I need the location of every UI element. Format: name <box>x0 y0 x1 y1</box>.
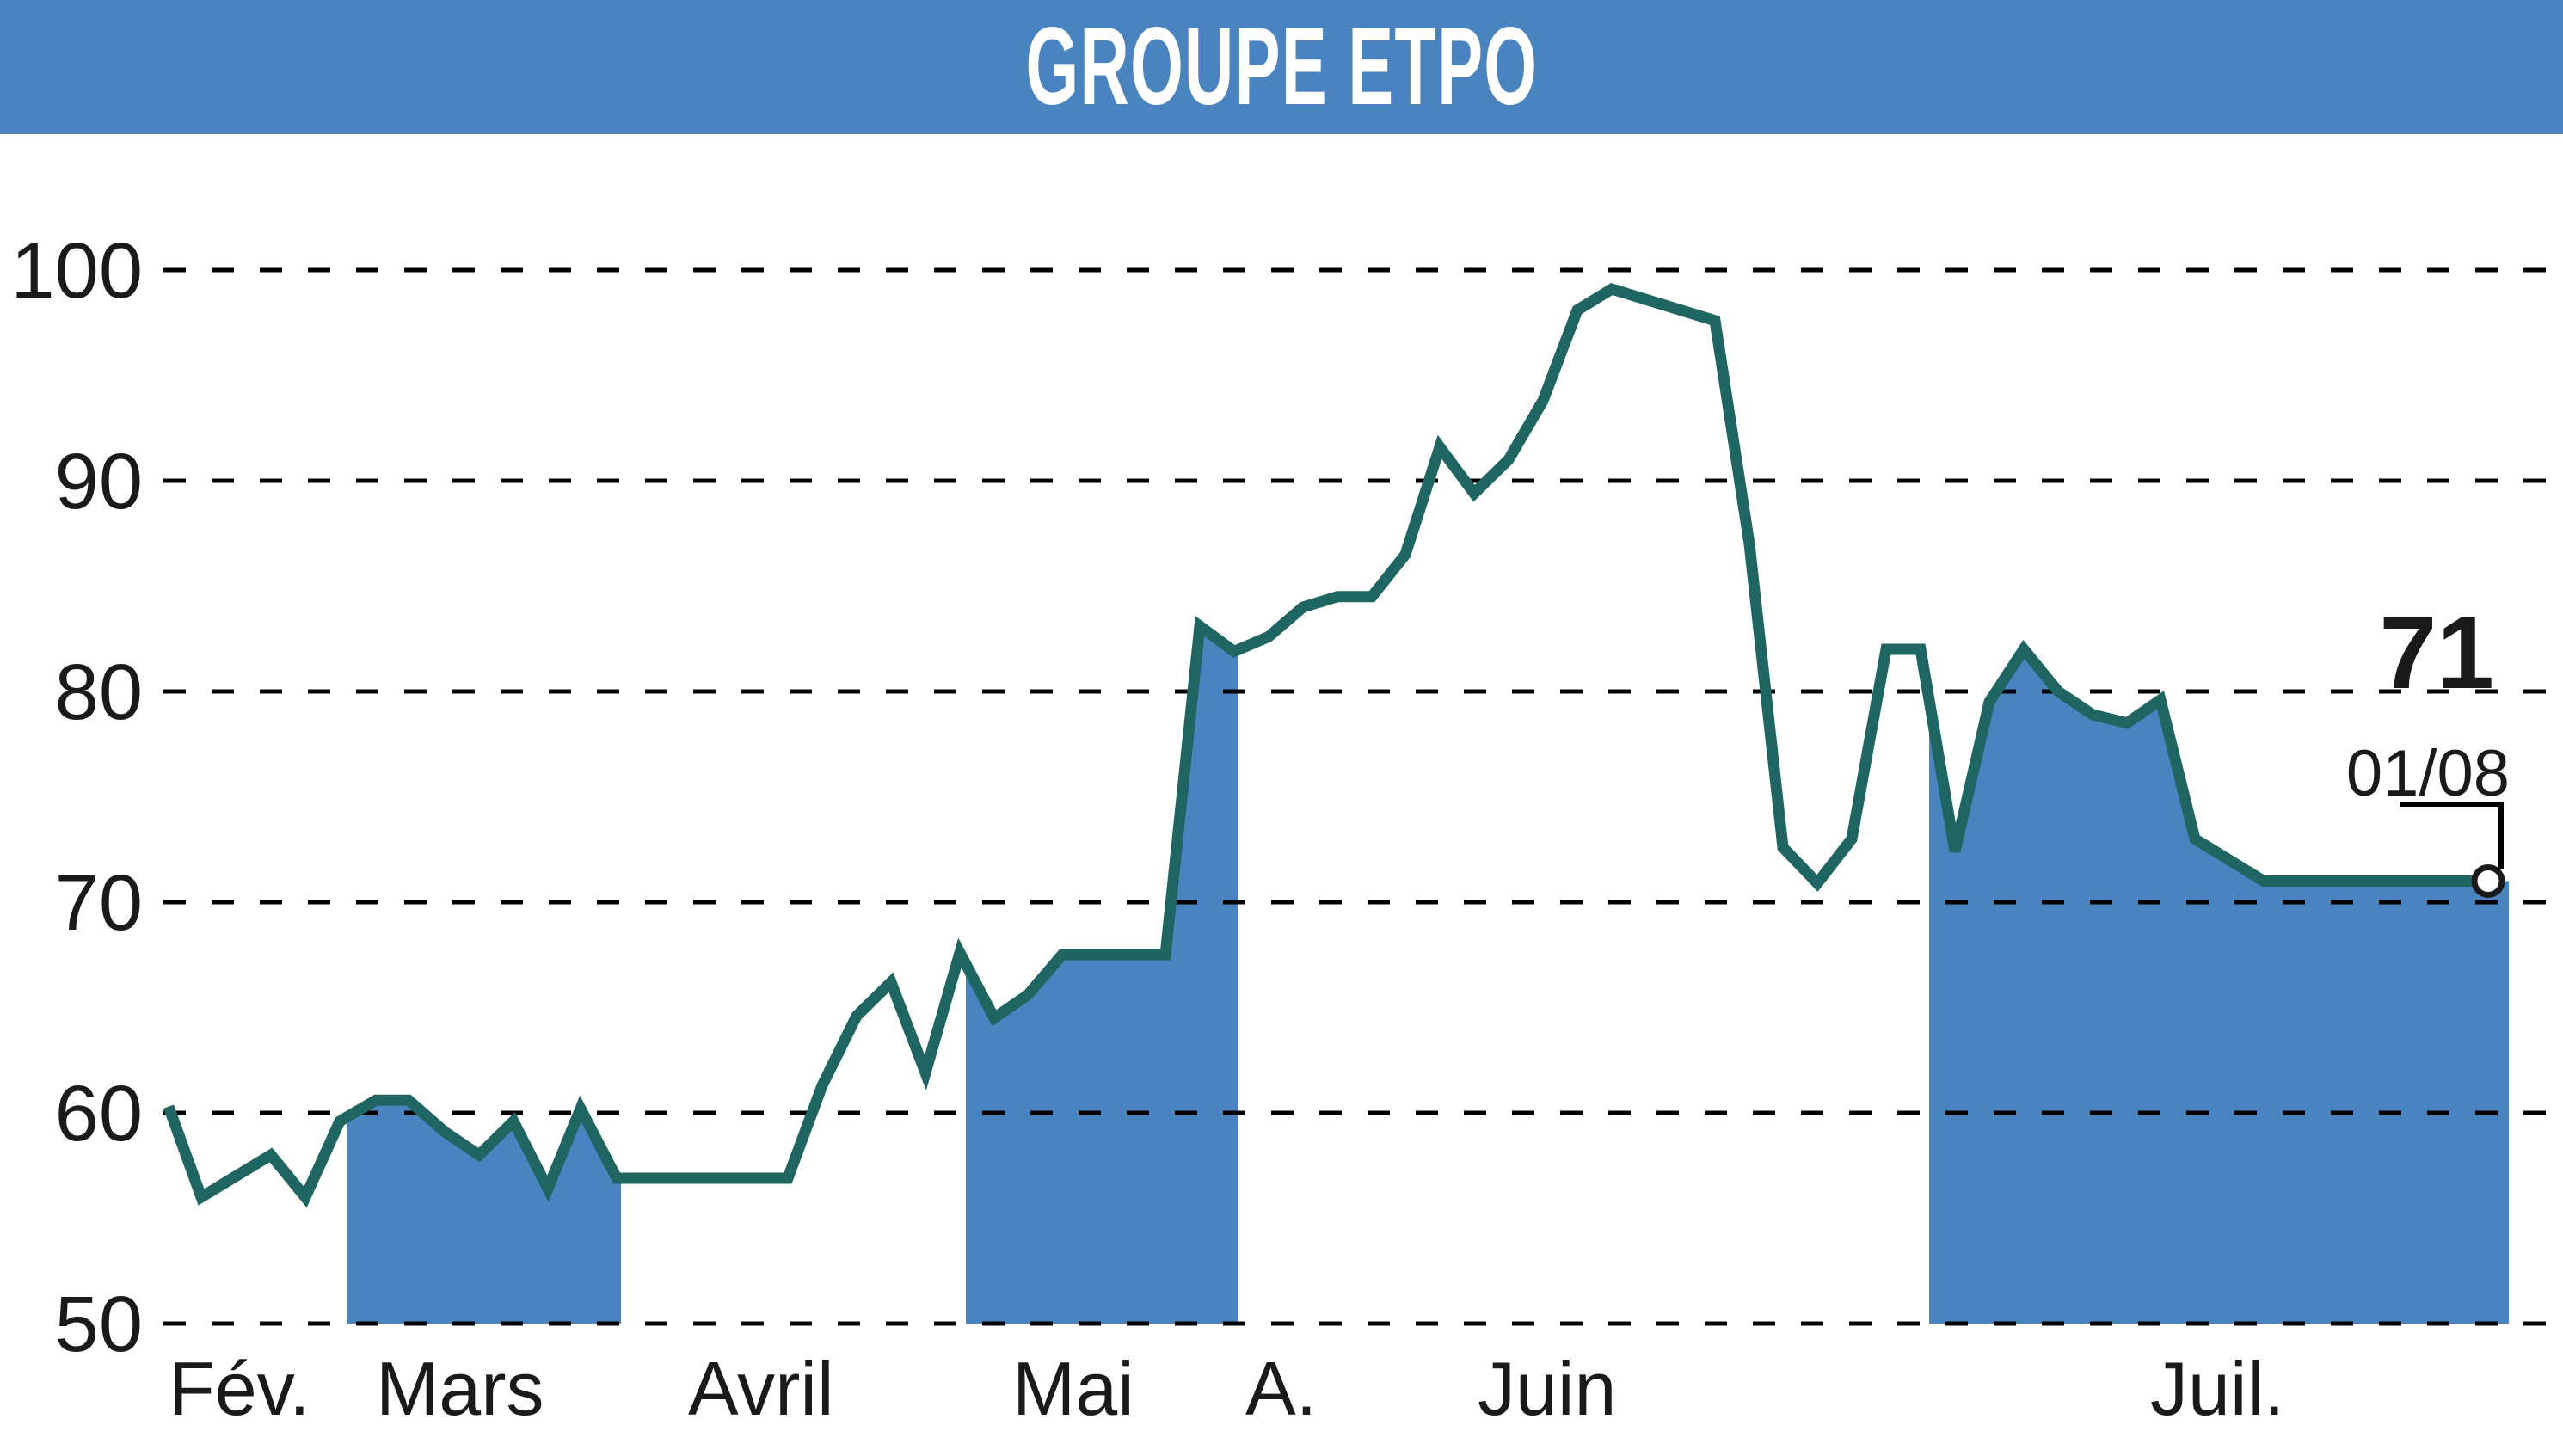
shaded-band-1 <box>966 626 1238 1324</box>
month-label: Mars <box>376 1346 544 1431</box>
month-label: Mai <box>1012 1346 1134 1431</box>
y-axis-labels: 100 90 80 70 60 50 <box>11 227 144 1368</box>
shaded-band-0 <box>347 1100 621 1324</box>
shaded-band-2 <box>1929 649 2509 1324</box>
last-value-annotation: 71 01/08 <box>2346 595 2510 898</box>
gridlines <box>163 267 2563 1326</box>
month-label: Avril <box>688 1346 834 1431</box>
last-point-marker <box>2471 864 2505 898</box>
month-label: Fév. <box>169 1346 310 1431</box>
chart-title: GROUPE ETPO <box>1025 5 1538 128</box>
x-axis-labels: Fév. Mars Avril Mai A. Juin Juil. <box>169 1346 2285 1431</box>
month-label: Juil. <box>2150 1346 2285 1431</box>
annotation-connector <box>2400 802 2504 869</box>
last-value-label: 71 <box>2380 595 2494 710</box>
chart-header: GROUPE ETPO <box>0 0 2563 134</box>
month-label: A. <box>1245 1346 1317 1431</box>
y-tick-label: 80 <box>55 648 143 736</box>
y-tick-label: 70 <box>55 859 143 947</box>
y-tick-label: 100 <box>11 227 144 315</box>
shaded-bands <box>347 626 2509 1324</box>
y-tick-label: 50 <box>55 1281 143 1368</box>
y-tick-label: 60 <box>55 1070 143 1158</box>
month-label: Juin <box>1478 1346 1616 1431</box>
price-line <box>163 282 2488 1208</box>
last-date-label: 01/08 <box>2346 737 2510 810</box>
y-tick-label: 90 <box>55 438 143 525</box>
